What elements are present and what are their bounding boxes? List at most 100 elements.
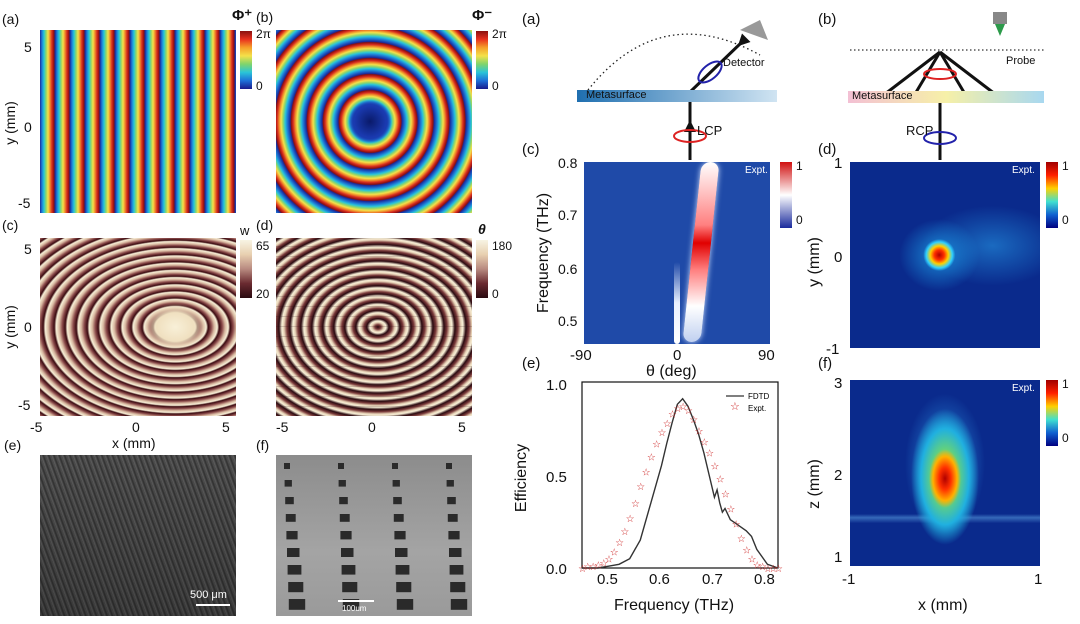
ytick-c-08: 0.8 xyxy=(558,155,578,171)
metasurface-block xyxy=(338,463,344,469)
x-tick-right-0: 0 xyxy=(368,419,376,435)
metasurface-block xyxy=(395,565,410,575)
efficiency-chart: ☆☆☆☆☆☆☆☆☆☆☆☆☆☆☆☆☆☆☆☆☆☆☆☆☆☆☆☆☆☆☆☆☆☆☆☆☆☆ F… xyxy=(578,381,783,575)
ytick-d-1: 1 xyxy=(834,155,843,172)
xtick-e-06: 0.6 xyxy=(649,571,670,588)
metasurface-block xyxy=(447,514,458,522)
x-tick-right-neg5: -5 xyxy=(276,419,289,435)
xlabel-f: x (mm) xyxy=(918,597,968,614)
colorbar-max-phase-minus: 2π xyxy=(492,27,507,41)
detector-label: Detector xyxy=(723,57,765,69)
metasurface-block xyxy=(449,548,462,557)
series-point-expt: ☆ xyxy=(689,415,698,426)
xlabel-c: θ (deg) xyxy=(646,363,697,380)
series-point-expt: ☆ xyxy=(604,555,613,566)
series-point-expt: ☆ xyxy=(594,560,603,571)
colorbar-min-f: 0 xyxy=(1062,431,1069,445)
ylabel-e: Efficiency xyxy=(513,443,531,513)
panel-label-a-right: (a) xyxy=(522,11,541,28)
colorbar-title-orientation: θ xyxy=(478,221,486,237)
ytick-f-3: 3 xyxy=(834,375,843,392)
colorbar-max-c: 1 xyxy=(796,159,803,173)
metasurface-block xyxy=(342,599,360,610)
xtick-f-1: 1 xyxy=(1034,571,1043,588)
series-point-expt: ☆ xyxy=(631,499,640,510)
metasurface-label-a: Metasurface xyxy=(586,89,647,101)
ytick-f-2: 2 xyxy=(834,467,843,484)
ytick-c-07: 0.7 xyxy=(558,207,578,223)
metasurface-block xyxy=(450,599,468,610)
y-axis-label-top: y (mm) xyxy=(1,101,18,145)
series-point-expt: ☆ xyxy=(636,482,645,493)
reflected-arrow xyxy=(688,40,744,94)
panel-label-b-right: (b) xyxy=(818,11,837,28)
ylabel-c: Frequency (THz) xyxy=(535,192,552,313)
scale-bar-f xyxy=(338,600,374,602)
panel-label-b-left: (b) xyxy=(256,9,274,25)
series-point-expt: ☆ xyxy=(673,404,682,415)
colorbar-title-phase-minus: Φ⁻ xyxy=(472,7,493,24)
series-point-expt: ☆ xyxy=(578,564,587,575)
probe-tip-icon xyxy=(995,24,1005,36)
panel-label-d-right: (d) xyxy=(818,141,837,158)
angle-frequency-map xyxy=(584,162,770,344)
series-line-fdtd xyxy=(582,397,779,569)
series-point-expt: ☆ xyxy=(583,562,592,573)
ylabel-d: y (mm) xyxy=(805,237,823,287)
metasurface-block xyxy=(285,514,296,522)
efficiency-plot-frame xyxy=(581,381,779,569)
xtick-c-neg90: -90 xyxy=(570,347,592,364)
y-tick-mid-neg5: -5 xyxy=(18,397,31,413)
metasurface-block xyxy=(450,582,466,593)
wechat-icon: ◎ xyxy=(918,567,932,585)
series-point-expt: ☆ xyxy=(620,527,629,538)
colorbar-max-d: 1 xyxy=(1062,159,1069,173)
legend-fdtd-label: FDTD xyxy=(748,392,770,401)
focal-spot-map xyxy=(850,162,1040,348)
x-tick-left-5: 5 xyxy=(222,419,230,435)
xtick-c-0: 0 xyxy=(673,347,682,364)
y-tick-top-5: 5 xyxy=(24,39,32,55)
watermark-text: MEMS xyxy=(935,565,994,585)
probe-body-icon xyxy=(993,12,1007,24)
metasurface-block xyxy=(287,565,302,575)
metasurface-block xyxy=(395,548,408,557)
ylabel-f: z (mm) xyxy=(805,459,823,509)
focus-polarization xyxy=(923,68,957,80)
metasurface-block xyxy=(341,565,356,575)
x-tick-right-5: 5 xyxy=(458,419,466,435)
colorbar-orientation xyxy=(476,240,488,298)
series-point-expt: ☆ xyxy=(737,534,746,545)
metasurface-block xyxy=(396,582,412,593)
panel-label-e-left: (e) xyxy=(4,437,22,453)
ytick-d-neg1: -1 xyxy=(826,341,840,358)
probe-label: Probe xyxy=(1006,55,1036,67)
metasurface-block xyxy=(284,480,292,487)
focal-depth-map xyxy=(850,380,1040,566)
legend-expt-label: Expt. xyxy=(748,404,766,413)
colorbar-phase-plus xyxy=(240,31,252,89)
metasurface-block xyxy=(447,497,456,505)
panel-label-d-left: (d) xyxy=(256,217,274,233)
series-point-expt: ☆ xyxy=(774,564,783,575)
focus-arrow-2 xyxy=(913,51,942,95)
focus-arrow-3 xyxy=(938,51,967,95)
metasurface-block xyxy=(287,548,300,557)
series-point-expt: ☆ xyxy=(615,538,624,549)
series-point-expt: ☆ xyxy=(663,419,672,430)
colorbar-phase-minus xyxy=(476,31,488,89)
metasurface-bar-b xyxy=(848,91,1044,103)
rcp-label: RCP xyxy=(906,123,934,138)
colorbar-title-width: w xyxy=(240,223,250,238)
ytick-e-00: 0.0 xyxy=(546,561,567,578)
badge-expt-c: Expt. xyxy=(745,165,768,176)
watermark: ◎ MEMS xyxy=(918,565,994,586)
series-point-expt: ☆ xyxy=(610,547,619,558)
rcp-circle xyxy=(923,131,957,145)
scale-bar-text-f: 100um xyxy=(342,604,367,613)
metasurface-block xyxy=(394,531,406,540)
colorbar-min-phase-minus: 0 xyxy=(492,79,499,93)
ytick-e-05: 0.5 xyxy=(546,469,567,486)
y-tick-top-neg5: -5 xyxy=(18,195,31,211)
metasurface-block xyxy=(288,582,304,593)
